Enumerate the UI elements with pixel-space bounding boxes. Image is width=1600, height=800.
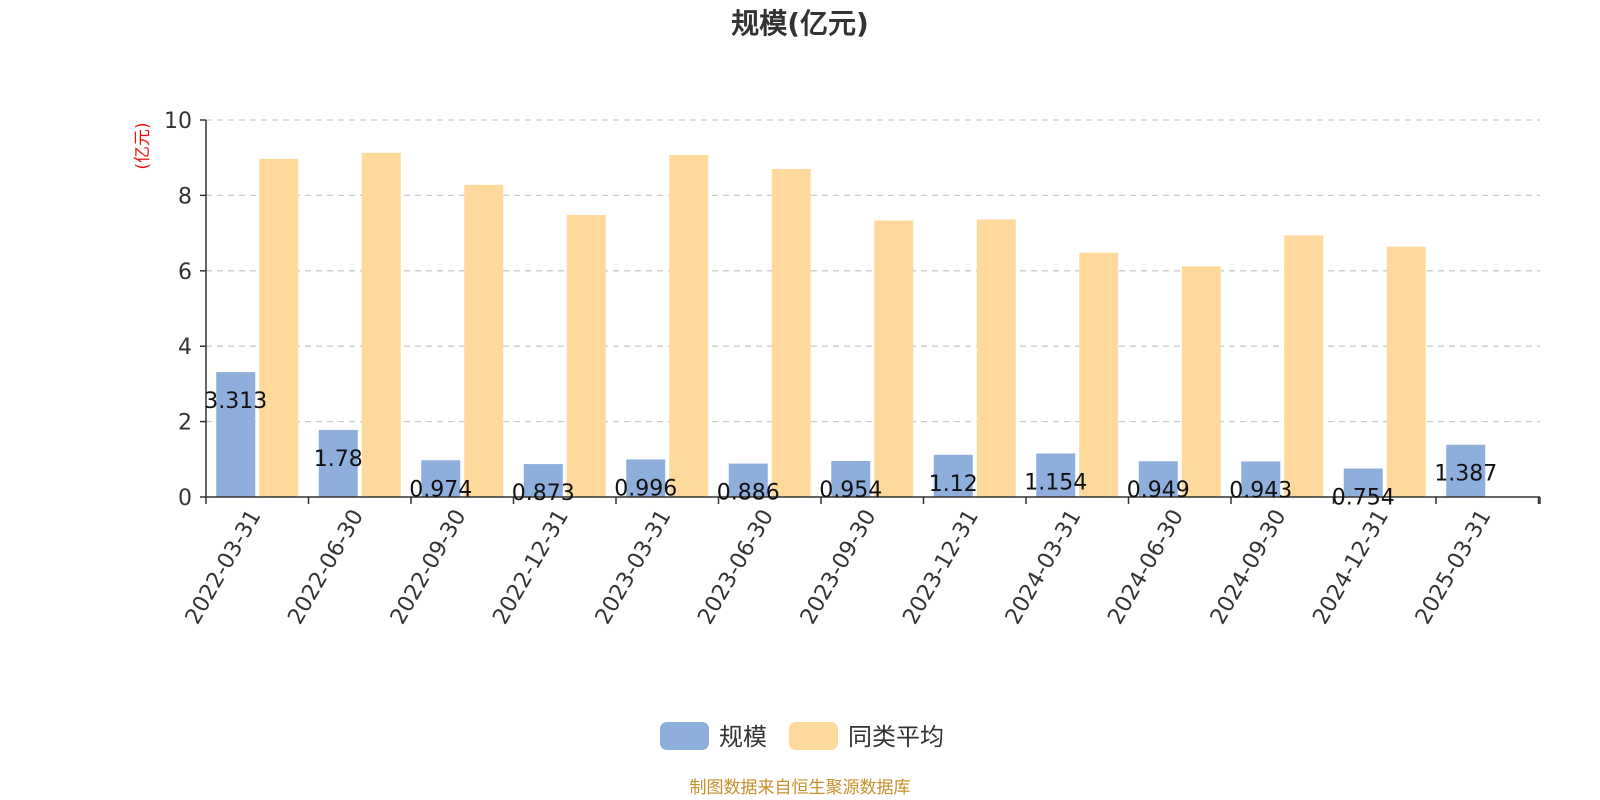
source-note: 制图数据来自恒生聚源数据库 xyxy=(690,778,911,798)
x-tick-label: 2022-03-31 xyxy=(181,506,267,629)
legend-swatch xyxy=(660,722,709,750)
x-tick-label: 2022-06-30 xyxy=(283,506,369,629)
bar-guimo[interactable] xyxy=(1138,461,1178,497)
bar-tonglei-pingjun[interactable] xyxy=(1284,235,1324,497)
legend-label: 规模 xyxy=(719,723,767,751)
x-tick-label: 2022-12-31 xyxy=(488,506,574,629)
y-tick-label: 2 xyxy=(178,411,192,436)
bar-tonglei-pingjun[interactable] xyxy=(1386,246,1426,497)
data-label-guimo: 0.873 xyxy=(512,481,575,506)
data-label-guimo: 0.754 xyxy=(1332,486,1395,511)
bar-guimo[interactable] xyxy=(216,372,256,497)
bar-tonglei-pingjun[interactable] xyxy=(464,184,504,497)
bar-guimo[interactable] xyxy=(728,463,768,497)
bar-guimo[interactable] xyxy=(626,459,666,497)
bar-guimo[interactable] xyxy=(831,461,871,497)
bar-guimo[interactable] xyxy=(1036,453,1076,497)
data-label-guimo: 0.974 xyxy=(409,477,472,502)
bar-tonglei-pingjun[interactable] xyxy=(1079,252,1119,497)
y-tick-label: 4 xyxy=(178,335,192,360)
bar-tonglei-pingjun[interactable] xyxy=(1181,266,1221,497)
legend-item[interactable]: 规模 xyxy=(660,722,767,751)
bar-tonglei-pingjun[interactable] xyxy=(259,158,299,497)
data-label-guimo: 1.12 xyxy=(929,472,978,497)
data-label-guimo: 3.313 xyxy=(204,389,267,414)
data-label-guimo: 1.78 xyxy=(314,447,363,472)
bar-tonglei-pingjun[interactable] xyxy=(361,152,401,497)
legend-item[interactable]: 同类平均 xyxy=(789,722,944,751)
bar-tonglei-pingjun[interactable] xyxy=(771,169,811,497)
bar-guimo[interactable] xyxy=(1446,444,1486,497)
x-tick-label: 2022-09-30 xyxy=(386,506,472,629)
y-axis-unit-label: (亿元) xyxy=(133,122,153,169)
x-tick-label: 2023-12-31 xyxy=(898,506,984,629)
data-label-guimo: 1.387 xyxy=(1434,462,1497,487)
y-tick-label: 0 xyxy=(178,486,192,511)
legend-swatch xyxy=(789,722,838,750)
x-tick-label: 2024-06-30 xyxy=(1103,506,1189,629)
bar-guimo[interactable] xyxy=(933,454,973,497)
data-label-guimo: 0.943 xyxy=(1229,478,1292,503)
data-label-guimo: 0.996 xyxy=(614,476,677,501)
legend[interactable]: 规模 同类平均 xyxy=(660,722,944,751)
data-label-guimo: 1.154 xyxy=(1024,470,1087,495)
gridlines xyxy=(206,119,1540,423)
x-tick-label: 2023-03-31 xyxy=(591,506,677,629)
data-label-guimo: 0.949 xyxy=(1127,478,1190,503)
data-label-guimo: 0.954 xyxy=(819,478,882,503)
bar-tonglei-pingjun[interactable] xyxy=(669,155,709,497)
bars xyxy=(216,152,1486,497)
y-tick-label: 8 xyxy=(178,184,192,209)
x-tick-label: 2023-09-30 xyxy=(796,506,882,629)
bar-tonglei-pingjun[interactable] xyxy=(976,219,1016,497)
x-tick-label: 2024-12-31 xyxy=(1308,506,1394,629)
x-tick-label: 2024-03-31 xyxy=(1001,506,1087,629)
y-tick-label: 6 xyxy=(178,260,192,285)
y-tick-label: 10 xyxy=(164,109,192,134)
x-tick-label: 2023-06-30 xyxy=(693,506,779,629)
value-labels: 3.313 1.78 0.974 0.873 0.996 0.886 0.954 1.12 1.… xyxy=(204,389,1497,510)
x-tick-label: 2025-03-31 xyxy=(1411,506,1497,629)
legend-label: 同类平均 xyxy=(848,723,944,751)
chart-title: 规模(亿元) xyxy=(731,7,869,40)
x-tick-label: 2024-09-30 xyxy=(1206,506,1292,629)
bar-guimo[interactable] xyxy=(421,460,461,497)
bar-guimo[interactable] xyxy=(1241,461,1281,497)
bar-guimo[interactable] xyxy=(523,464,563,497)
bar-tonglei-pingjun[interactable] xyxy=(874,220,914,497)
data-label-guimo: 0.886 xyxy=(717,481,780,506)
bar-guimo[interactable] xyxy=(318,429,358,497)
bar-guimo[interactable] xyxy=(1343,468,1383,497)
bar-tonglei-pingjun[interactable] xyxy=(566,215,606,497)
